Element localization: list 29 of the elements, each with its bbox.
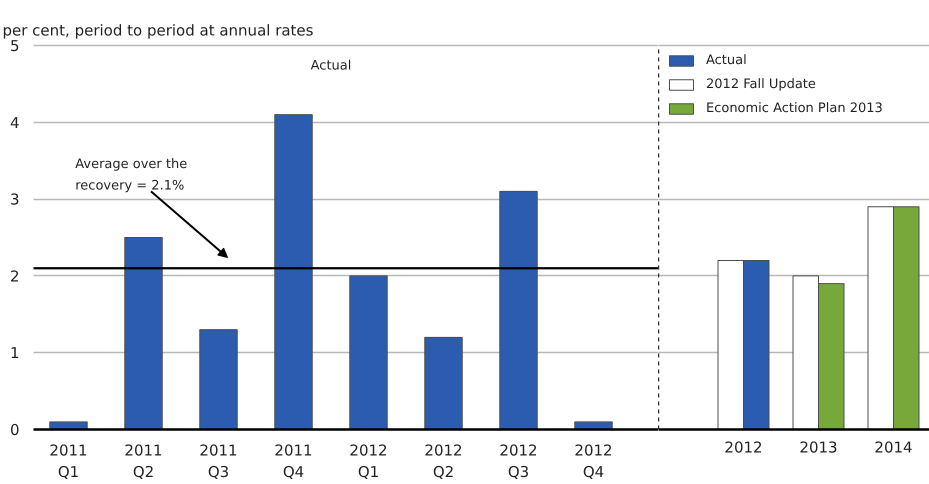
x-tick-label: 2011 Q3 (199, 442, 238, 482)
y-tick-label: 1 (10, 344, 20, 362)
y-tick-label: 2 (10, 267, 20, 286)
y-axis-title: per cent, period to period at annual rates (2, 22, 314, 40)
bar (199, 329, 238, 430)
x-tick-label: 2012 (724, 438, 763, 456)
y-tick-label: 0 (10, 421, 20, 439)
bar (124, 237, 163, 430)
bar (274, 114, 313, 430)
x-tick-label: 2014 (874, 438, 913, 456)
x-tick-label: 2012 Q2 (424, 442, 463, 482)
bar (424, 336, 463, 430)
legend-label: 2012 Fall Update (706, 77, 816, 92)
x-tick-label: 2012 Q3 (499, 442, 538, 482)
x-tick-label: 2011 Q1 (49, 442, 88, 482)
y-tick-label: 3 (10, 190, 20, 209)
bar (349, 275, 388, 430)
x-tick-label: 2012 Q1 (349, 442, 388, 482)
x-tick-label: 2011 Q4 (274, 442, 313, 482)
x-tick-label: 2012 Q4 (574, 442, 613, 482)
ref-line-label: Average over the recovery = 2.1% (75, 156, 188, 194)
x-tick-label: 2011 Q2 (124, 442, 163, 482)
legend-label: Economic Action Plan 2013 (706, 101, 883, 116)
y-tick-label: 4 (10, 114, 20, 132)
x-tick-label: 2013 (799, 438, 838, 456)
bar (499, 190, 538, 430)
legend-label: Actual (706, 53, 747, 68)
y-tick-label: 5 (10, 37, 20, 55)
text: Actual (310, 58, 352, 74)
